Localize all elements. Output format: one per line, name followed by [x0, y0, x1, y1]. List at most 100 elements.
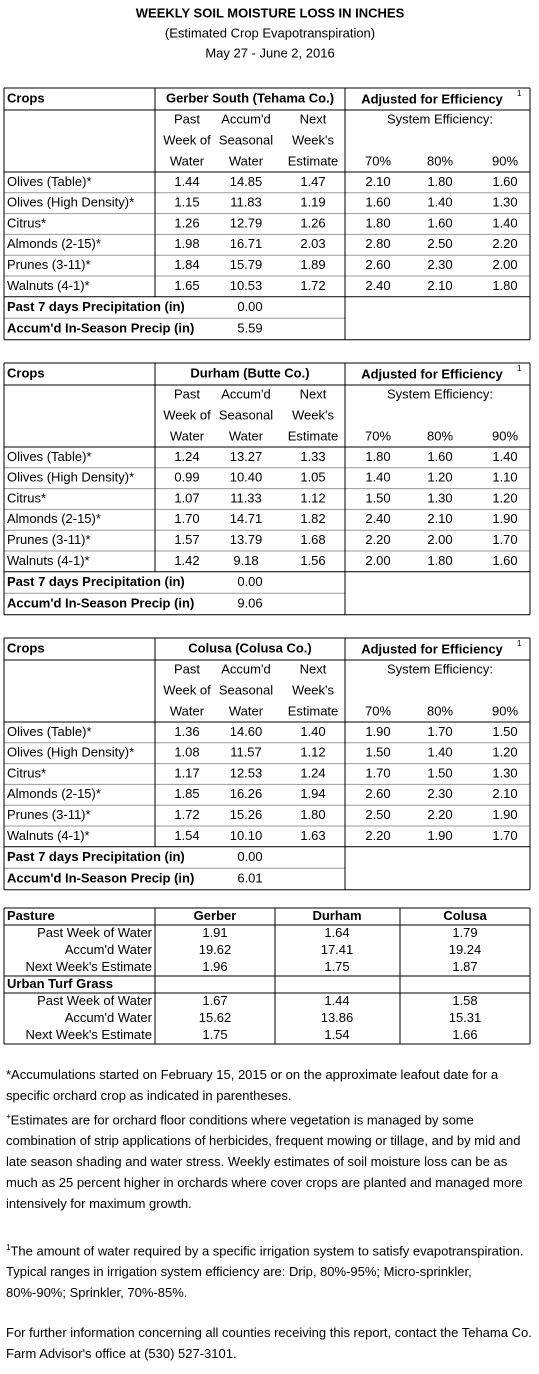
cell-value: 1.10 [492, 470, 517, 485]
pasture-value: 13.86 [321, 1010, 354, 1025]
footnote-mark: 1 [6, 1243, 11, 1252]
subtitle: (Estimated Crop Evapotranspiration) [165, 25, 375, 40]
cell-value: 2.60 [365, 786, 390, 801]
cell-value: 1.98 [174, 236, 199, 251]
cell-value: 1.56 [300, 553, 325, 568]
cell-value: 2.10 [427, 511, 452, 526]
precip-label: Past 7 days Precipitation (in) [7, 574, 185, 589]
crop-name: Prunes (3-11)* [7, 532, 91, 547]
cell-value: 1.50 [365, 490, 390, 505]
footnote: *Accumulations started on February 15, 2… [6, 1064, 532, 1106]
cell-value: 2.50 [427, 236, 452, 251]
cell-value: 2.10 [365, 174, 390, 189]
efficiency-header: 90% [492, 428, 518, 443]
cell-value: 15.26 [230, 807, 263, 822]
column-header: Seasonal [219, 132, 273, 147]
pasture-value: 1.91 [202, 925, 227, 940]
cell-value: 1.85 [174, 786, 199, 801]
cell-value: 1.20 [492, 490, 517, 505]
pasture-row-label: Next Week's Estimate [25, 1027, 152, 1042]
cell-value: 0.99 [174, 470, 199, 485]
cell-value: 1.60 [427, 215, 452, 230]
cell-value: 1.54 [174, 828, 199, 843]
efficiency-header: 90% [492, 703, 518, 718]
column-header: Next [300, 661, 327, 676]
cell-value: 1.65 [174, 278, 199, 293]
cell-value: 2.50 [365, 807, 390, 822]
pasture-value: 15.62 [199, 1010, 232, 1025]
system-efficiency: System Efficiency: [387, 111, 493, 126]
column-header: Water [170, 703, 205, 718]
precip-label: Accum'd In-Season Precip (in) [7, 320, 194, 335]
cell-value: 2.80 [365, 236, 390, 251]
cell-value: 1.24 [300, 765, 325, 780]
cell-value: 11.33 [230, 490, 262, 505]
cell-value: 1.80 [427, 174, 452, 189]
crops-label: Crops [7, 640, 45, 655]
crop-name: Almonds (2-15)* [7, 236, 101, 251]
column-header: Estimate [288, 153, 339, 168]
cell-value: 1.40 [300, 724, 325, 739]
cell-value: 16.26 [230, 786, 263, 801]
station-name: Durham (Butte Co.) [190, 365, 309, 380]
cell-value: 10.40 [230, 470, 263, 485]
crop-name: Almonds (2-15)* [7, 511, 101, 526]
cell-value: 1.82 [300, 511, 325, 526]
pasture-value: 19.24 [449, 942, 482, 957]
note-mark: 1 [517, 639, 522, 648]
cell-value: 15.79 [230, 257, 263, 272]
crop-name: Olives (High Density)* [7, 745, 134, 760]
pasture-value: 17.41 [321, 942, 354, 957]
cell-value: 2.00 [427, 532, 452, 547]
cell-value: 1.36 [174, 724, 199, 739]
cell-value: 2.40 [365, 278, 390, 293]
precip-value: 5.59 [237, 320, 262, 335]
efficiency-header: 70% [365, 703, 391, 718]
cell-value: 1.33 [300, 449, 325, 464]
cell-value: 13.27 [230, 449, 263, 464]
adjusted-label: Adjusted for Efficiency [361, 91, 503, 106]
cell-value: 1.20 [492, 745, 517, 760]
cell-value: 1.40 [492, 449, 517, 464]
cell-value: 1.60 [365, 195, 390, 210]
cell-value: 1.80 [365, 449, 390, 464]
cell-value: 1.80 [427, 553, 452, 568]
pasture-value: 1.79 [452, 925, 477, 940]
column-header: Week of [163, 407, 211, 422]
cell-value: 1.80 [365, 215, 390, 230]
crop-name: Olives (Table)* [7, 724, 92, 739]
cell-value: 1.26 [300, 215, 325, 230]
dates: May 27 - June 2, 2016 [205, 45, 334, 60]
system-efficiency: System Efficiency: [387, 661, 493, 676]
precip-label: Past 7 days Precipitation (in) [7, 299, 185, 314]
cell-value: 1.70 [492, 532, 517, 547]
cell-value: 1.70 [427, 724, 452, 739]
crop-name: Walnuts (4-1)* [7, 553, 90, 568]
footnote-text: The amount of water required by a specif… [6, 1243, 524, 1301]
crops-label: Crops [7, 365, 45, 380]
pasture-value: 1.64 [324, 925, 349, 940]
cell-value: 12.79 [230, 215, 263, 230]
column-header: Water [170, 428, 205, 443]
column-header: Next [300, 111, 327, 126]
pasture-value: 1.87 [452, 959, 477, 974]
efficiency-header: 90% [492, 153, 518, 168]
footnote-text: For further information concerning all c… [6, 1325, 532, 1361]
column-header: Water [170, 153, 205, 168]
column-header: Accum'd [221, 386, 270, 401]
crop-name: Prunes (3-11)* [7, 807, 91, 822]
cell-value: 1.30 [492, 765, 517, 780]
cell-value: 1.84 [174, 257, 199, 272]
cell-value: 1.08 [174, 745, 199, 760]
crops-label: Crops [7, 90, 45, 105]
cell-value: 1.40 [427, 195, 452, 210]
cell-value: 1.12 [300, 745, 325, 760]
cell-value: 1.70 [365, 765, 390, 780]
cell-value: 1.24 [174, 449, 199, 464]
column-header: Estimate [288, 703, 339, 718]
cell-value: 1.80 [492, 278, 517, 293]
efficiency-header: 80% [427, 428, 453, 443]
column-header: Past [174, 386, 200, 401]
cell-value: 1.90 [492, 511, 517, 526]
